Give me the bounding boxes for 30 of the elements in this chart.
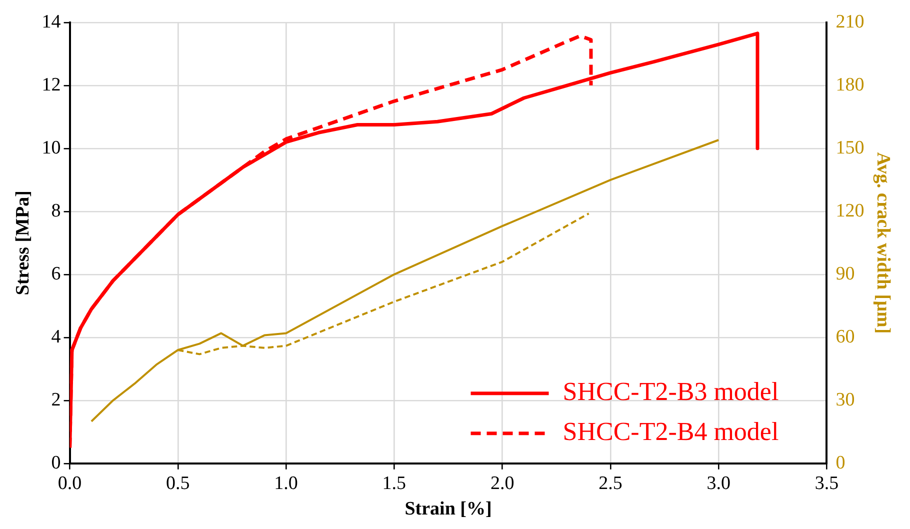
y2-tick-label: 0: [836, 452, 846, 474]
y-tick-label: 12: [42, 74, 61, 96]
x-tick-label: 2.5: [598, 472, 622, 494]
x-tick-label: 1.5: [382, 472, 406, 494]
y2-axis-title: Avg. crack width [µm]: [872, 152, 894, 334]
legend-label: SHCC-T2-B4 model: [562, 417, 779, 446]
y-tick-label: 2: [51, 389, 61, 410]
y2-tick-label: 30: [836, 389, 855, 410]
x-tick-label: 0.0: [58, 472, 82, 494]
y-axis-title: Stress [MPa]: [12, 190, 34, 296]
x-tick-label: 0.5: [166, 472, 190, 494]
y-tick-label: 4: [51, 326, 62, 348]
x-tick-label: 2.0: [490, 472, 514, 494]
y2-tick-label: 60: [836, 326, 855, 348]
y2-tick-label: 150: [836, 137, 864, 158]
x-tick-label: 3.0: [706, 472, 730, 494]
y-tick-label: 14: [42, 11, 62, 32]
y2-tick-label: 90: [836, 263, 855, 284]
y-tick-label: 0: [51, 452, 61, 474]
x-tick-label: 3.5: [814, 472, 839, 494]
x-axis-title: Strain [%]: [404, 498, 492, 520]
y2-tick-label: 210: [836, 11, 864, 32]
y-tick-label: 10: [42, 137, 61, 158]
y-tick-label: 6: [51, 263, 61, 284]
y-tick-label: 8: [51, 200, 61, 222]
x-tick-label: 1.0: [274, 472, 298, 494]
legend-label: SHCC-T2-B3 model: [562, 377, 779, 406]
y2-tick-label: 180: [836, 74, 864, 96]
line-series: [176, 212, 590, 356]
y2-tick-label: 120: [836, 200, 864, 222]
